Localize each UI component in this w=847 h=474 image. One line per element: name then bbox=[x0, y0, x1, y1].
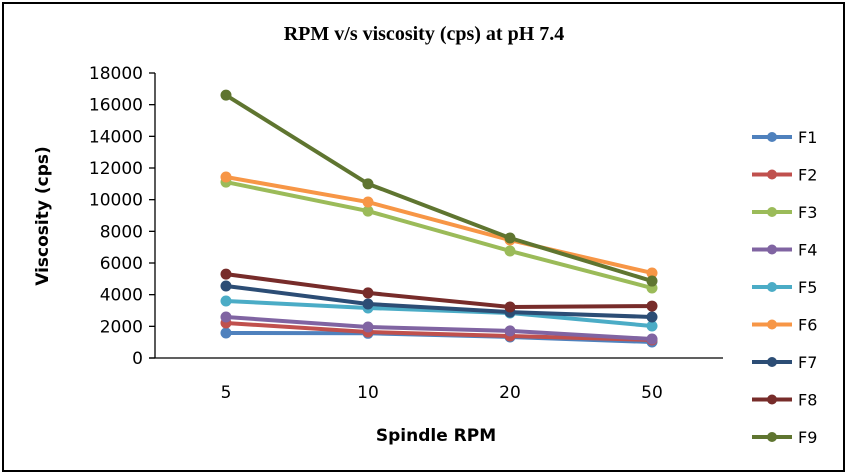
legend-label: F7 bbox=[798, 353, 817, 372]
legend-item-f5: F5 bbox=[752, 278, 817, 297]
legend-swatch-marker bbox=[767, 282, 777, 292]
x-axis-title: Spindle RPM bbox=[376, 426, 496, 446]
legend-swatch-marker bbox=[767, 357, 777, 367]
legend-item-f2: F2 bbox=[752, 166, 817, 185]
x-tick-label: 20 bbox=[499, 383, 521, 403]
legend-item-f3: F3 bbox=[752, 203, 817, 222]
data-point-f9 bbox=[362, 178, 374, 190]
data-point-f5 bbox=[220, 295, 232, 307]
x-tick-label: 50 bbox=[641, 383, 663, 403]
series-line-f2 bbox=[225, 321, 653, 342]
data-point-f6 bbox=[362, 196, 374, 208]
data-point-f8 bbox=[220, 268, 232, 280]
y-tick-label: 12000 bbox=[89, 159, 143, 179]
series-line-f6 bbox=[225, 175, 653, 275]
legend-item-f4: F4 bbox=[752, 241, 817, 260]
data-point-f6 bbox=[220, 171, 232, 183]
x-tick-label: 5 bbox=[221, 383, 232, 403]
legend-swatch-marker bbox=[767, 169, 777, 180]
y-tick-label: 4000 bbox=[100, 286, 143, 306]
y-tick-label: 18000 bbox=[89, 64, 143, 84]
legend-swatch-marker bbox=[767, 432, 777, 442]
data-point-f4 bbox=[504, 325, 516, 337]
legend: F1 F2 F3 F4 F5 F6 F7 F8 F9 bbox=[752, 128, 817, 447]
legend-label: F4 bbox=[798, 241, 817, 260]
data-point-f7 bbox=[646, 311, 658, 323]
legend-label: F2 bbox=[798, 166, 817, 185]
data-point-f6 bbox=[646, 267, 658, 279]
data-point-f4 bbox=[362, 321, 374, 333]
data-point-f5 bbox=[646, 320, 658, 332]
chart-title: RPM v/s viscosity (cps) at pH 7.4 bbox=[284, 23, 565, 45]
data-point-f4 bbox=[646, 333, 658, 345]
x-tick-label: 10 bbox=[357, 383, 379, 403]
data-point-f8 bbox=[646, 300, 658, 312]
legend-swatch-marker bbox=[767, 319, 777, 330]
legend-swatch-marker bbox=[767, 394, 777, 405]
y-tick-label: 8000 bbox=[100, 222, 143, 242]
y-tick-label: 6000 bbox=[100, 254, 143, 274]
y-axis-title: Viscosity (cps) bbox=[33, 146, 53, 286]
y-tick-label: 14000 bbox=[89, 127, 143, 147]
y-tick-label: 2000 bbox=[100, 317, 143, 337]
series-line-f8 bbox=[225, 272, 653, 310]
legend-label: F9 bbox=[798, 428, 817, 447]
data-point-f7 bbox=[362, 298, 374, 310]
data-point-f8 bbox=[362, 287, 374, 299]
data-point-f8 bbox=[504, 301, 516, 313]
axes: 0 2000 4000 6000 8000 10000 12000 14000 16000 180… bbox=[89, 64, 723, 403]
data-point-f9 bbox=[646, 275, 658, 287]
data-point-f9 bbox=[504, 232, 516, 244]
legend-label: F5 bbox=[798, 278, 817, 297]
legend-label: F1 bbox=[798, 128, 817, 147]
series-f9 bbox=[220, 89, 658, 287]
legend-item-f6: F6 bbox=[752, 316, 817, 335]
series-line-f9 bbox=[224, 93, 653, 283]
series-line-f7 bbox=[225, 283, 653, 319]
y-tick-label: 0 bbox=[132, 349, 143, 369]
legend-item-f1: F1 bbox=[752, 128, 817, 147]
series-f3 bbox=[220, 176, 658, 294]
series-f6 bbox=[220, 171, 658, 279]
series-layer bbox=[220, 89, 658, 348]
data-point-f7 bbox=[220, 280, 232, 292]
series-line-f4 bbox=[225, 314, 653, 341]
series-line-f3 bbox=[225, 180, 653, 290]
y-tick-label: 10000 bbox=[89, 191, 143, 211]
legend-swatch-marker bbox=[767, 207, 777, 217]
legend-label: F8 bbox=[798, 391, 817, 410]
series-f4 bbox=[220, 311, 658, 345]
legend-swatch-marker bbox=[767, 132, 777, 142]
series-f8 bbox=[220, 268, 658, 313]
data-point-f1 bbox=[220, 327, 232, 339]
series-line-f5 bbox=[225, 299, 653, 329]
legend-item-f8: F8 bbox=[752, 391, 817, 410]
legend-label: F6 bbox=[798, 316, 817, 335]
data-point-f9 bbox=[220, 89, 232, 101]
legend-swatch-marker bbox=[767, 244, 777, 255]
legend-label: F3 bbox=[798, 203, 817, 222]
legend-item-f9: F9 bbox=[752, 428, 817, 447]
data-point-f4 bbox=[220, 311, 232, 323]
legend-item-f7: F7 bbox=[752, 353, 817, 372]
data-point-f3 bbox=[362, 205, 374, 217]
y-tick-label: 16000 bbox=[89, 96, 143, 116]
data-point-f3 bbox=[504, 245, 516, 257]
